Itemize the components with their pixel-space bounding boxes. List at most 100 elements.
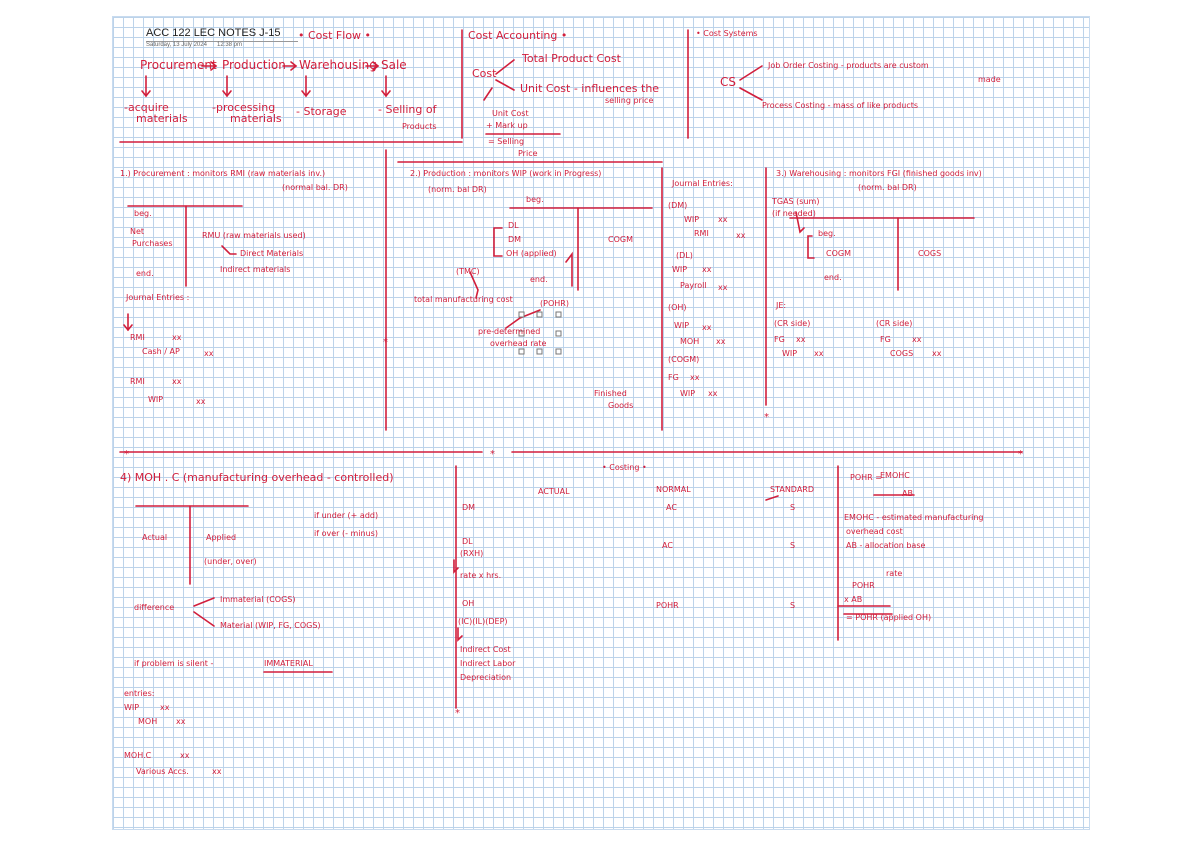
svg-text:*: * — [1018, 449, 1023, 460]
svg-text:*: * — [383, 337, 388, 348]
warehousing-heading: 3.) Warehousing : monitors FGI (finished… — [776, 169, 982, 178]
je-col-dl: (DL) — [676, 251, 693, 260]
costing-standard: STANDARD — [770, 485, 815, 494]
flow-processing: -processing — [212, 101, 276, 114]
job-order-costing: Job Order Costing - products are custom — [768, 61, 929, 70]
je-col-heading: Journal Entries: — [672, 179, 733, 188]
unit-cost-influences: Unit Cost - influences the — [520, 82, 660, 95]
costing-oh-standard: S — [790, 601, 796, 610]
je-col-goods: Goods — [608, 401, 634, 410]
wip-end: end. — [530, 275, 548, 284]
je-col-wip-3: WIP — [674, 321, 690, 330]
je-cash-ap: Cash / AP — [142, 347, 180, 356]
formula-pohr-eq: POHR = — [850, 473, 882, 482]
cost-flow-heading: • Cost Flow • — [298, 29, 372, 42]
costing-oh: OH — [462, 599, 475, 608]
moh-under-over: (under, over) — [204, 557, 257, 566]
costing-dl-normal: AC — [662, 541, 673, 550]
costing-dl: DL — [462, 537, 473, 546]
je-xx-3: xx — [172, 377, 182, 386]
moh-immaterial-caps: IMMATERIAL — [264, 659, 313, 668]
wh-cr-side-2: (CR side) — [876, 319, 913, 328]
moh-xx-3: xx — [180, 751, 190, 760]
wip-beg: beg. — [526, 195, 544, 204]
svg-text:*: * — [455, 708, 460, 719]
moh-wip: WIP — [124, 703, 140, 712]
moh-xx-2: xx — [176, 717, 186, 726]
formula-applied-oh: = POHR (applied OH) — [846, 613, 932, 622]
je-col-moh: MOH — [680, 337, 700, 346]
wh-cogs-2: COGS — [890, 349, 914, 358]
je-col-xx-8: xx — [708, 389, 718, 398]
wip-tmc: (TMC) — [456, 267, 480, 276]
moh-xx-4: xx — [212, 767, 222, 776]
moh-moh: MOH — [138, 717, 158, 726]
svg-text:*: * — [764, 412, 769, 423]
moh-applied: Applied — [206, 533, 237, 542]
rmi-beg: beg. — [134, 209, 152, 218]
je-col-wip-2: WIP — [672, 265, 688, 274]
formula-ab-def: AB - allocation base — [846, 541, 926, 550]
flow-acquire-materials: materials — [136, 112, 188, 125]
moh-heading: 4) MOH . C (manufacturing overhead - con… — [120, 471, 394, 484]
direct-materials: Direct Materials — [240, 249, 304, 258]
eq-selling: = Selling — [488, 137, 525, 146]
fgi-end: end. — [824, 273, 842, 282]
formula-pohr: POHR — [852, 581, 875, 590]
je-col-payroll: Payroll — [680, 281, 707, 290]
mark-up: + Mark up — [486, 121, 528, 130]
cost-label: Cost — [472, 67, 497, 80]
fgi-cogm: COGM — [826, 249, 851, 258]
flow-products: Products — [402, 122, 437, 131]
svg-text:*: * — [124, 449, 129, 460]
wh-xx-4: xx — [932, 349, 942, 358]
production-heading: 2.) Production : monitors WIP (work in P… — [410, 169, 602, 178]
total-manufacturing-cost: total manufacturing cost — [414, 295, 513, 304]
costing-normal: NORMAL — [656, 485, 691, 494]
costing-dl-standard: S — [790, 541, 796, 550]
je-col-xx-4: xx — [718, 283, 728, 292]
moh-various: Various Accs. — [136, 767, 189, 776]
formula-ab: AB — [902, 489, 913, 498]
je-col-xx-5: xx — [702, 323, 712, 332]
je-col-oh: (OH) — [668, 303, 687, 312]
costing-rxh: (RXH) — [460, 549, 484, 558]
overhead-rate: overhead rate — [490, 339, 547, 348]
je-col-cogm: (COGM) — [668, 355, 700, 364]
je-col-xx-6: xx — [716, 337, 726, 346]
je-col-xx-3: xx — [702, 265, 712, 274]
costing-actual: ACTUAL — [538, 487, 570, 496]
note-title: ACC 122 LEC NOTES J-15 — [146, 27, 281, 39]
formula-emohc-def-2: overhead cost — [846, 527, 903, 536]
flow-warehousing: Warehousing — [299, 58, 377, 72]
je-xx-4: xx — [196, 397, 206, 406]
process-costing: Process Costing - mass of like products — [762, 101, 919, 110]
flow-procurement: Procurement — [140, 58, 217, 72]
je-rmi-2: RMI — [130, 377, 145, 386]
cs-label: CS — [720, 75, 736, 89]
costing-title: • Costing • — [602, 463, 647, 472]
wh-fg-1: FG — [774, 335, 785, 344]
costing-depreciation: Depreciation — [460, 673, 512, 682]
rmi-net: Net — [130, 227, 145, 236]
wip-cogm: COGM — [608, 235, 633, 244]
cost-accounting-heading: Cost Accounting • — [468, 29, 568, 42]
je-col-xx-1: xx — [718, 215, 728, 224]
grid-paper — [112, 16, 1090, 830]
flow-sale: Sale — [381, 58, 407, 72]
moh-difference: difference — [134, 603, 175, 612]
pohr-label: (POHR) — [540, 299, 569, 308]
svg-text:*: * — [490, 449, 495, 460]
wh-xx-1: xx — [796, 335, 806, 344]
costing-dm-normal: AC — [666, 503, 677, 512]
job-order-made: made — [978, 75, 1001, 84]
costing-indirect-labor: Indirect Labor — [460, 659, 516, 668]
costing-dm: DM — [462, 503, 476, 512]
procurement-normal-bal: (normal bal. DR) — [282, 183, 348, 192]
note-time: 12:38 pm — [217, 42, 243, 48]
je-col-wip-1: WIP — [684, 215, 700, 224]
moh-material: Material (WIP, FG, COGS) — [220, 621, 321, 630]
moh-xx-1: xx — [160, 703, 170, 712]
je-col-finished: Finished — [594, 389, 627, 398]
moh-if-under: if under (+ add) — [314, 511, 379, 520]
